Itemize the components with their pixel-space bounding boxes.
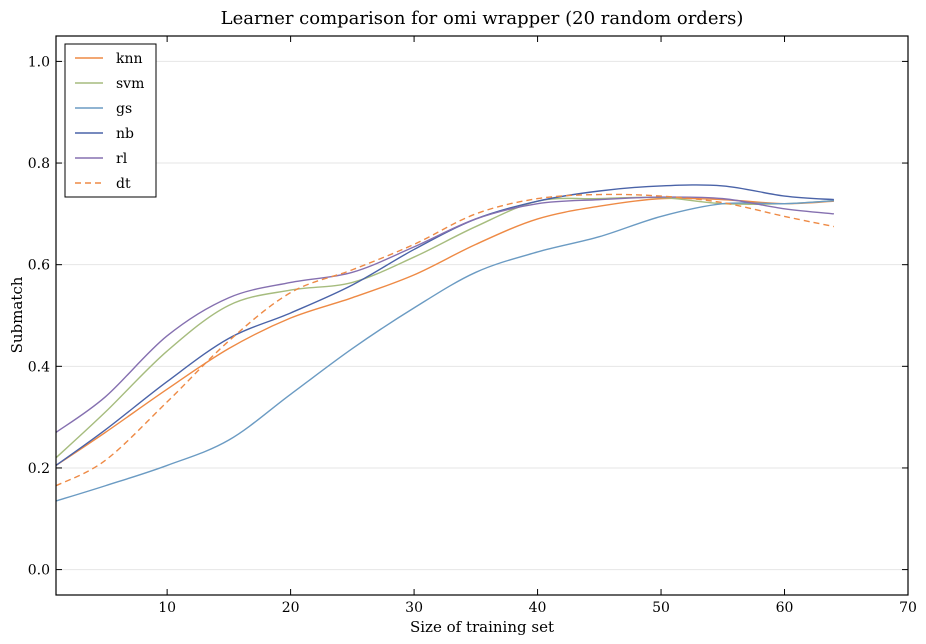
legend-label-nb: nb bbox=[116, 126, 134, 142]
x-tick-label: 60 bbox=[776, 600, 794, 616]
y-tick-label: 0.0 bbox=[28, 563, 50, 579]
plot-frame bbox=[55, 35, 909, 596]
y-tick-label: 0.6 bbox=[28, 258, 50, 274]
y-tick-label: 0.2 bbox=[28, 461, 50, 477]
series-line-dt bbox=[55, 193, 835, 487]
series-line-rl bbox=[55, 196, 834, 433]
x-tick-label: 10 bbox=[158, 600, 176, 616]
grid-lines bbox=[56, 60, 908, 571]
legend-label-dt: dt bbox=[116, 176, 131, 192]
x-tick-label: 70 bbox=[899, 600, 917, 616]
legend-label-gs: gs bbox=[116, 101, 132, 117]
x-tick-label: 20 bbox=[282, 600, 300, 616]
series-line-gs bbox=[55, 199, 834, 502]
legend-box bbox=[64, 43, 157, 198]
y-axis-label: Submatch bbox=[8, 276, 26, 353]
legend: knn svm gs nb rl dt bbox=[64, 43, 157, 198]
x-tick-label: 30 bbox=[405, 600, 423, 616]
y-tick-label: 0.4 bbox=[28, 359, 50, 375]
chart-title: Learner comparison for omi wrapper (20 r… bbox=[221, 8, 744, 29]
series-lines bbox=[55, 184, 835, 502]
y-tick-label: 0.8 bbox=[28, 156, 50, 172]
legend-label-svm: svm bbox=[116, 76, 144, 92]
legend-label-knn: knn bbox=[116, 51, 143, 67]
series-line-knn bbox=[55, 197, 834, 466]
y-tick-label: 1.0 bbox=[28, 54, 50, 70]
x-tick-label: 50 bbox=[652, 600, 670, 616]
x-axis-label: Size of training set bbox=[410, 618, 554, 636]
series-line-nb bbox=[55, 184, 834, 466]
x-tick-label: 40 bbox=[529, 600, 547, 616]
axis-ticks: 0.0 0.2 0.4 0.6 0.8 1.0 10 20 30 40 50 60 70 bbox=[28, 36, 917, 616]
series-line-svm bbox=[55, 196, 834, 459]
legend-label-rl: rl bbox=[116, 151, 128, 167]
